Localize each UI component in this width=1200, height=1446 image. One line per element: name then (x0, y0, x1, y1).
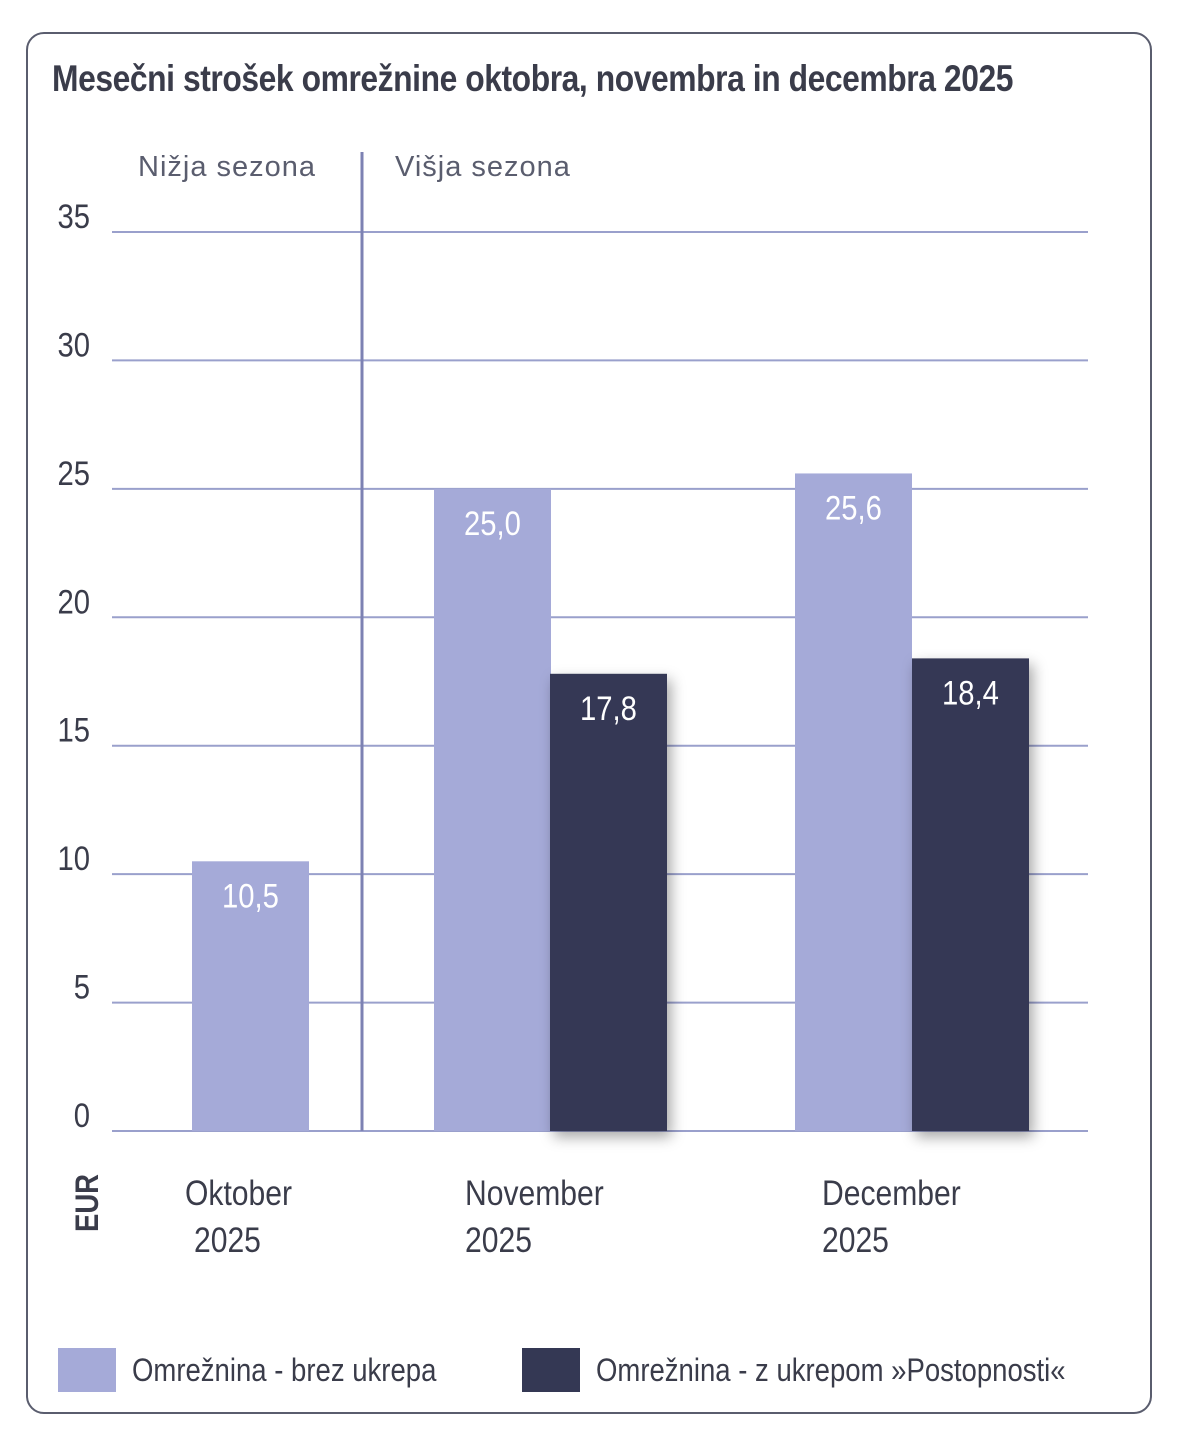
y-tick-label-15: 15 (57, 711, 90, 750)
legend-item-brez-ukrepa: Omrežnina - brez ukrepa (58, 1348, 486, 1392)
legend-swatch-brez-ukrepa (58, 1348, 116, 1392)
legend-label-brez-ukrepa: Omrežnina - brez ukrepa (132, 1351, 437, 1388)
legend-item-z-ukrepom: Omrežnina - z ukrepom »Postopnosti« (522, 1348, 1142, 1392)
bar-s1-c1 (550, 673, 667, 1131)
y-tick-label-10: 10 (57, 839, 90, 878)
high-season-label: Višja sezona (395, 151, 571, 183)
low-season-label: Nižja sezona (138, 151, 316, 183)
y-tick-label-20: 20 (57, 582, 90, 621)
legend-label-z-ukrepom: Omrežnina - z ukrepom »Postopnosti« (596, 1351, 1066, 1388)
data-label-s1-c1: 17,8 (580, 689, 637, 728)
chart-title: Mesečni strošek omrežnine oktobra, novem… (52, 58, 1013, 99)
legend-swatch-z-ukrepom (522, 1348, 580, 1392)
data-label-s0-c1: 25,0 (464, 504, 521, 543)
y-tick-label-0: 0 (74, 1096, 90, 1135)
x-tick-label-0-line2: 2025 (194, 1220, 261, 1260)
x-tick-label-1-line1: November (465, 1173, 604, 1213)
data-label-s1-c2: 18,4 (942, 673, 999, 712)
data-label-s0-c2: 25,6 (825, 488, 882, 527)
bar-s1-c2 (912, 658, 1029, 1131)
x-tick-label-1-line2: 2025 (465, 1220, 532, 1260)
bar-s0-c0 (192, 861, 309, 1131)
x-tick-label-2-line2: 2025 (822, 1220, 889, 1260)
y-tick-label-30: 30 (57, 325, 90, 364)
bar-s0-c2 (795, 473, 912, 1132)
y-tick-label-35: 35 (57, 197, 90, 236)
bar-s0-c1 (434, 488, 551, 1131)
y-tick-label-5: 5 (74, 967, 90, 1006)
y-tick-label-25: 25 (57, 454, 90, 493)
y-axis-label: EUR (70, 1174, 105, 1232)
data-label-s0-c0: 10,5 (222, 876, 279, 915)
x-tick-label-0-line1: Oktober (185, 1173, 292, 1213)
x-tick-label-2-line1: December (822, 1173, 961, 1213)
